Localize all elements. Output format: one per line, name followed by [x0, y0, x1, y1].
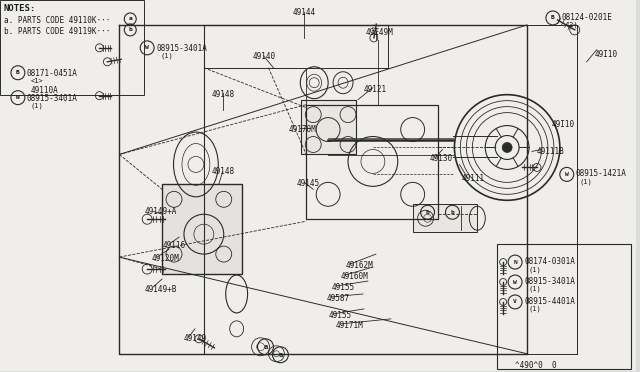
Text: N: N [513, 260, 517, 264]
Text: 49116: 49116 [163, 241, 186, 250]
Text: 08915-3401A: 08915-3401A [27, 94, 77, 103]
Text: V: V [513, 299, 517, 304]
Text: (1): (1) [528, 306, 541, 312]
Text: ^490^0  0: ^490^0 0 [515, 361, 557, 370]
Text: b: b [129, 28, 132, 32]
Text: W: W [565, 172, 569, 177]
Text: 08915-4401A: 08915-4401A [524, 297, 575, 306]
Text: 49148: 49148 [212, 90, 235, 99]
Bar [497, 244, 632, 369]
Text: a. PARTS CODE 49110K···: a. PARTS CODE 49110K··· [4, 16, 110, 25]
Bar [0, 0, 144, 94]
Text: W: W [513, 279, 517, 285]
Text: 08124-0201E: 08124-0201E [562, 13, 612, 22]
Text: 49149+B: 49149+B [144, 285, 177, 294]
Text: 49I10: 49I10 [595, 50, 618, 59]
Text: 49149+A: 49149+A [144, 207, 177, 216]
Text: B: B [551, 15, 555, 20]
Text: 49130: 49130 [429, 154, 452, 163]
Text: 49170M: 49170M [289, 125, 316, 134]
Text: 49121: 49121 [364, 85, 387, 94]
Text: 49I10: 49I10 [552, 119, 575, 129]
Text: (1): (1) [31, 103, 44, 109]
Bar [301, 100, 356, 154]
Text: 08915-3401A: 08915-3401A [524, 277, 575, 286]
Text: 49155: 49155 [328, 311, 351, 320]
Text: b. PARTS CODE 49119K···: b. PARTS CODE 49119K··· [4, 27, 110, 36]
Text: 49145: 49145 [296, 179, 319, 188]
Circle shape [502, 142, 512, 153]
Text: <1>: <1> [31, 78, 44, 84]
Text: 08171-0451A: 08171-0451A [27, 69, 77, 78]
Text: 49149M: 49149M [366, 28, 394, 37]
Bar [413, 204, 477, 232]
Text: 49587: 49587 [326, 294, 349, 303]
Text: W: W [145, 45, 149, 50]
Text: a: a [129, 16, 132, 22]
Text: 49111B: 49111B [537, 147, 564, 157]
Text: W: W [16, 95, 20, 100]
Text: (1): (1) [580, 179, 593, 185]
Text: NOTES:: NOTES: [4, 4, 36, 13]
Text: b: b [451, 210, 454, 215]
Text: 08915-3401A: 08915-3401A [156, 44, 207, 53]
Text: b: b [426, 210, 429, 215]
Text: a: a [278, 352, 282, 358]
Text: 49149: 49149 [184, 334, 207, 343]
Text: 08915-1421A: 08915-1421A [576, 169, 627, 179]
Text: a: a [264, 344, 268, 350]
Text: 49144: 49144 [292, 8, 316, 17]
Text: (1): (1) [528, 286, 541, 292]
Text: 49171M: 49171M [336, 321, 364, 330]
Bar [162, 185, 242, 274]
Text: 49148: 49148 [212, 167, 235, 176]
Text: 49110A: 49110A [31, 86, 59, 95]
Text: 49162M: 49162M [346, 261, 374, 270]
Text: 49160M: 49160M [341, 272, 369, 281]
Text: 49140: 49140 [253, 52, 276, 61]
Text: (2): (2) [566, 22, 579, 28]
Text: B: B [16, 70, 20, 75]
Text: (1): (1) [528, 266, 541, 273]
Text: (1): (1) [160, 53, 173, 59]
Text: 49155: 49155 [332, 283, 355, 292]
Text: 49120M: 49120M [151, 254, 179, 263]
Text: 49111: 49111 [461, 174, 484, 183]
Text: 08174-0301A: 08174-0301A [524, 257, 575, 266]
